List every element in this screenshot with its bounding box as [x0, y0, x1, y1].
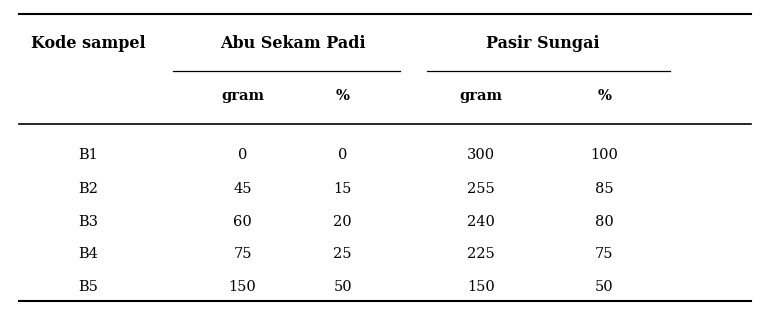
- Text: 0: 0: [238, 148, 247, 162]
- Text: B3: B3: [79, 215, 99, 229]
- Text: B1: B1: [79, 148, 99, 162]
- Text: 0: 0: [338, 148, 347, 162]
- Text: 75: 75: [595, 247, 614, 261]
- Text: %: %: [598, 89, 611, 103]
- Text: 150: 150: [467, 280, 495, 294]
- Text: 20: 20: [333, 215, 352, 229]
- Text: 100: 100: [591, 148, 618, 162]
- Text: gram: gram: [460, 89, 503, 103]
- Text: B5: B5: [79, 280, 99, 294]
- Text: B2: B2: [79, 182, 99, 196]
- Text: 75: 75: [233, 247, 252, 261]
- Text: 15: 15: [333, 182, 352, 196]
- Text: B4: B4: [79, 247, 99, 261]
- Text: %: %: [336, 89, 350, 103]
- Text: 60: 60: [233, 215, 252, 229]
- Text: 225: 225: [467, 247, 495, 261]
- Text: 80: 80: [595, 215, 614, 229]
- Text: 150: 150: [229, 280, 256, 294]
- Text: 85: 85: [595, 182, 614, 196]
- Text: Abu Sekam Padi: Abu Sekam Padi: [220, 35, 365, 52]
- Text: Kode sampel: Kode sampel: [32, 35, 146, 52]
- Text: 300: 300: [467, 148, 495, 162]
- Text: Pasir Sungai: Pasir Sungai: [486, 35, 600, 52]
- Text: 240: 240: [467, 215, 495, 229]
- Text: 50: 50: [595, 280, 614, 294]
- Text: gram: gram: [221, 89, 264, 103]
- Text: 50: 50: [333, 280, 352, 294]
- Text: 45: 45: [233, 182, 252, 196]
- Text: 255: 255: [467, 182, 495, 196]
- Text: 25: 25: [333, 247, 352, 261]
